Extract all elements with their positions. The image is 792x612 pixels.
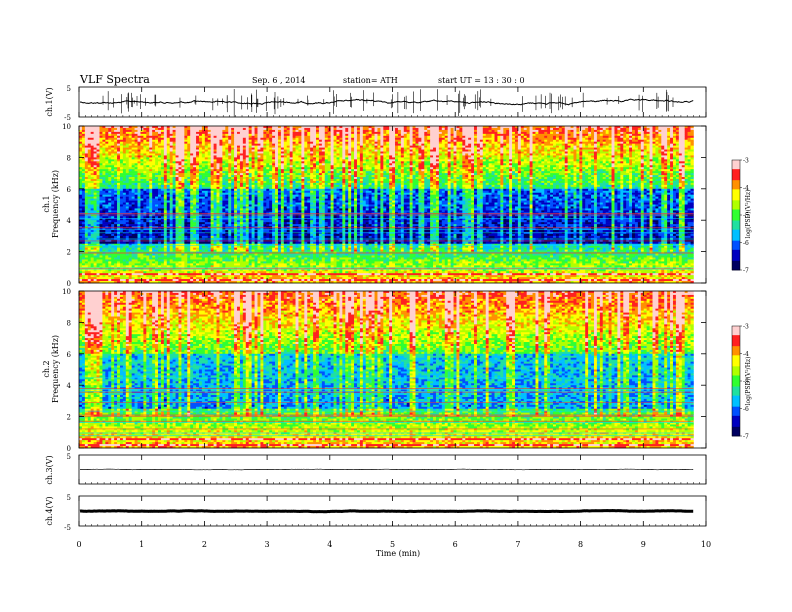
time-tick-label: 6 (453, 540, 458, 549)
ch4-waveform-trace (80, 511, 693, 512)
ch1-waveform-panel: ch.1(V) 5 -5 (45, 85, 706, 122)
time-tick-label: 10 (701, 540, 711, 549)
ch3-waveform-ylabel: ch.3(V) (45, 455, 54, 484)
date-label: Sep. 6 , 2014 (252, 76, 306, 85)
ch1-spectrogram-panel: ch.1 Frequency (kHz) 0 2 4 6 8 10 (42, 123, 706, 288)
ch1-spectrogram-ylabel: ch.1 (42, 195, 51, 212)
frequency-tick-label: 10 (62, 288, 71, 296)
ch1-colorbar: -3-4-5-6-7 log(PSD)(V²/Hz) (732, 158, 752, 275)
ch3-waveform-trace (80, 469, 693, 470)
colorbar-tick-label: -6 (743, 240, 749, 247)
colorbar-tick-label: -7 (743, 268, 749, 275)
frequency-tick-label: 4 (67, 382, 72, 390)
ch1-waveform-ylabel: ch.1(V) (45, 87, 54, 116)
ch4-waveform-panel: ch.4(V) 5 -5 (45, 494, 706, 532)
ch3-waveform-ytick-top: 5 (67, 453, 71, 461)
figure-title: VLF Spectra (79, 73, 150, 86)
ch2-spectrogram-ylabel2: Frequency (kHz) (51, 335, 60, 403)
colorbar-tick-label: -7 (743, 434, 749, 441)
frequency-tick-label: 2 (67, 249, 71, 257)
station-label: station= ATH (343, 76, 398, 85)
ch4-waveform-ylabel: ch.4(V) (45, 496, 54, 525)
time-tick-label: 7 (515, 540, 520, 549)
frequency-tick-label: 0 (67, 280, 71, 288)
time-tick-label: 2 (202, 540, 207, 549)
ch2-spectrogram-panel: ch.2 Frequency (kHz) 0 2 4 6 8 10 (42, 288, 706, 453)
waveform-line (80, 469, 693, 470)
time-tick-label: 3 (265, 540, 270, 549)
colorbar-tick-label: -3 (743, 324, 749, 331)
frequency-tick-label: 10 (62, 123, 71, 131)
time-tick-label: 4 (327, 540, 332, 549)
ch2-spectrogram-ylabel: ch.2 (42, 360, 51, 377)
time-axis-label: Time (min) (376, 549, 420, 558)
vlf-spectra-figure: VLF Spectra Sep. 6 , 2014 station= ATH s… (0, 0, 792, 612)
colorbar-tick-label: -3 (743, 158, 749, 165)
frequency-tick-label: 2 (67, 414, 71, 422)
frequency-tick-label: 0 (67, 445, 71, 453)
frequency-tick-label: 8 (67, 319, 71, 327)
ch4-waveform-ytick-top: 5 (67, 494, 71, 502)
time-tick-label: 8 (578, 540, 583, 549)
frequency-tick-label: 8 (67, 154, 71, 162)
waveform-line (80, 511, 693, 512)
ch2-spectrogram-image (79, 291, 694, 448)
frequency-tick-label: 4 (67, 217, 72, 225)
start-time-label: start UT = 13 : 30 : 0 (438, 76, 525, 85)
time-tick-label: 9 (641, 540, 646, 549)
ch1-waveform-ytick-bottom: -5 (64, 114, 71, 122)
frequency-tick-label: 6 (67, 351, 72, 359)
ch3-waveform-panel: ch.3(V) 5 (45, 453, 706, 485)
frequency-tick-label: 6 (67, 186, 72, 194)
ch1-spectrogram-image (79, 126, 694, 283)
time-tick-label: 5 (390, 540, 395, 549)
ch1-waveform-ytick-top: 5 (67, 85, 71, 93)
ch2-colorbar: -3-4-5-6-7 log(PSD)(V²/Hz) (732, 324, 752, 441)
colorbar-tick-label: -6 (743, 406, 749, 413)
ch1-colorbar-label: log(PSD)(V²/Hz) (745, 190, 752, 239)
ch4-waveform-ytick-bottom: -5 (64, 524, 71, 532)
waveform-line (80, 99, 693, 105)
ch1-spectrogram-ylabel2: Frequency (kHz) (51, 170, 60, 238)
time-tick-label: 0 (76, 540, 81, 549)
time-tick-label: 1 (139, 540, 144, 549)
ch2-colorbar-label: log(PSD)(V²/Hz) (745, 357, 752, 406)
ch1-waveform-trace (80, 89, 693, 117)
